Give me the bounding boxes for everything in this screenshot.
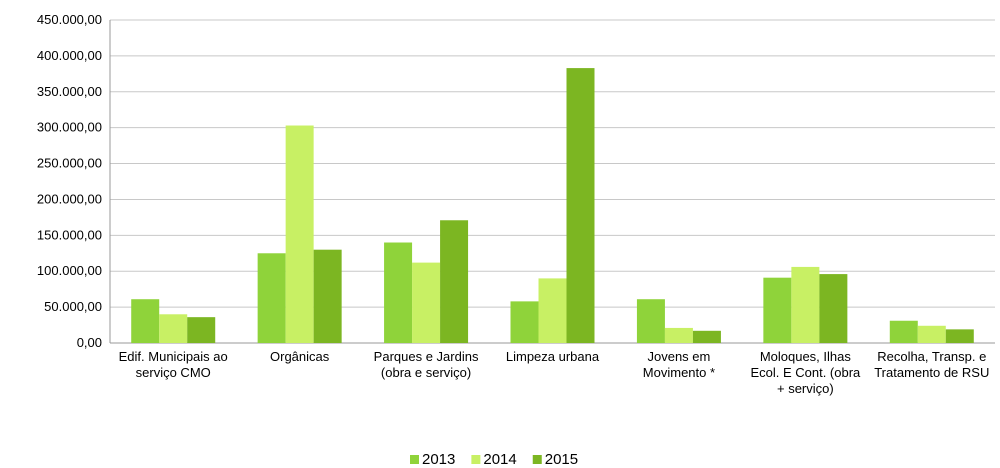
- y-tick-label: 50.000,00: [44, 299, 102, 314]
- bar: [187, 317, 216, 343]
- x-tick-label: Jovens em Movimento *: [643, 349, 715, 380]
- y-tick-label: 200.000,00: [37, 191, 102, 206]
- x-tick-label-line: Tratamento de RSU: [874, 365, 989, 380]
- x-tick-label-line: Jovens em: [647, 349, 710, 364]
- bar: [763, 277, 792, 343]
- x-tick-label-line: Recolha, Transp. e: [877, 349, 986, 364]
- y-tick-label: 100.000,00: [37, 263, 102, 278]
- x-tick-label: Orgânicas: [270, 349, 330, 364]
- y-tick-label: 350.000,00: [37, 84, 102, 99]
- bar: [945, 329, 974, 343]
- bar: [510, 301, 539, 343]
- bar: [692, 330, 721, 343]
- bar: [285, 125, 314, 343]
- bar: [664, 327, 693, 343]
- x-tick-label: Parques e Jardins (obra e serviço): [374, 349, 479, 380]
- bar: [889, 320, 918, 343]
- bar: [791, 266, 820, 343]
- x-tick-label: Recolha, Transp. e Tratamento de RSU: [874, 349, 989, 380]
- bar: [819, 274, 848, 343]
- x-tick-label-line: Edif. Municipais ao: [119, 349, 228, 364]
- x-tick-label-line: Parques e Jardins: [374, 349, 479, 364]
- bar: [566, 68, 595, 343]
- bar: [636, 299, 665, 343]
- bar: [917, 325, 946, 343]
- y-tick-label: 450.000,00: [37, 12, 102, 27]
- y-tick-label: 150.000,00: [37, 227, 102, 242]
- legend-label: 2014: [483, 451, 516, 468]
- x-tick-label: Moloques, Ilhas Ecol. E Cont. (obra + serv…: [750, 349, 861, 396]
- bar: [313, 249, 342, 343]
- y-tick-label: 250.000,00: [37, 156, 102, 171]
- bar: [384, 242, 413, 343]
- y-tick-label: 400.000,00: [37, 48, 102, 63]
- y-tick-label: 0,00: [77, 335, 102, 350]
- bar: [412, 262, 441, 343]
- x-tick-label-line: serviço CMO: [136, 365, 211, 380]
- legend-swatch: [532, 455, 542, 464]
- x-tick-label-line: (obra e serviço): [381, 365, 471, 380]
- bar: [440, 220, 469, 343]
- legend-label: 2015: [545, 451, 578, 468]
- bar: [538, 278, 567, 343]
- bar: [159, 314, 188, 343]
- x-tick-label-line: Orgânicas: [270, 349, 330, 364]
- x-tick-label-line: Ecol. E Cont. (obra: [750, 365, 861, 380]
- legend-label: 2013: [422, 451, 455, 468]
- x-tick-label-line: Moloques, Ilhas: [760, 349, 852, 364]
- x-tick-label: Limpeza urbana: [506, 349, 600, 364]
- y-tick-label: 300.000,00: [37, 120, 102, 135]
- x-tick-label-line: Movimento *: [643, 365, 715, 380]
- x-tick-label-line: + serviço): [777, 381, 834, 396]
- legend-swatch: [471, 455, 481, 464]
- x-tick-label-line: Limpeza urbana: [506, 349, 600, 364]
- legend-swatch: [410, 455, 419, 464]
- bar: [131, 299, 160, 343]
- x-tick-label: Edif. Municipais ao serviço CMO: [119, 349, 228, 380]
- bar: [257, 253, 286, 343]
